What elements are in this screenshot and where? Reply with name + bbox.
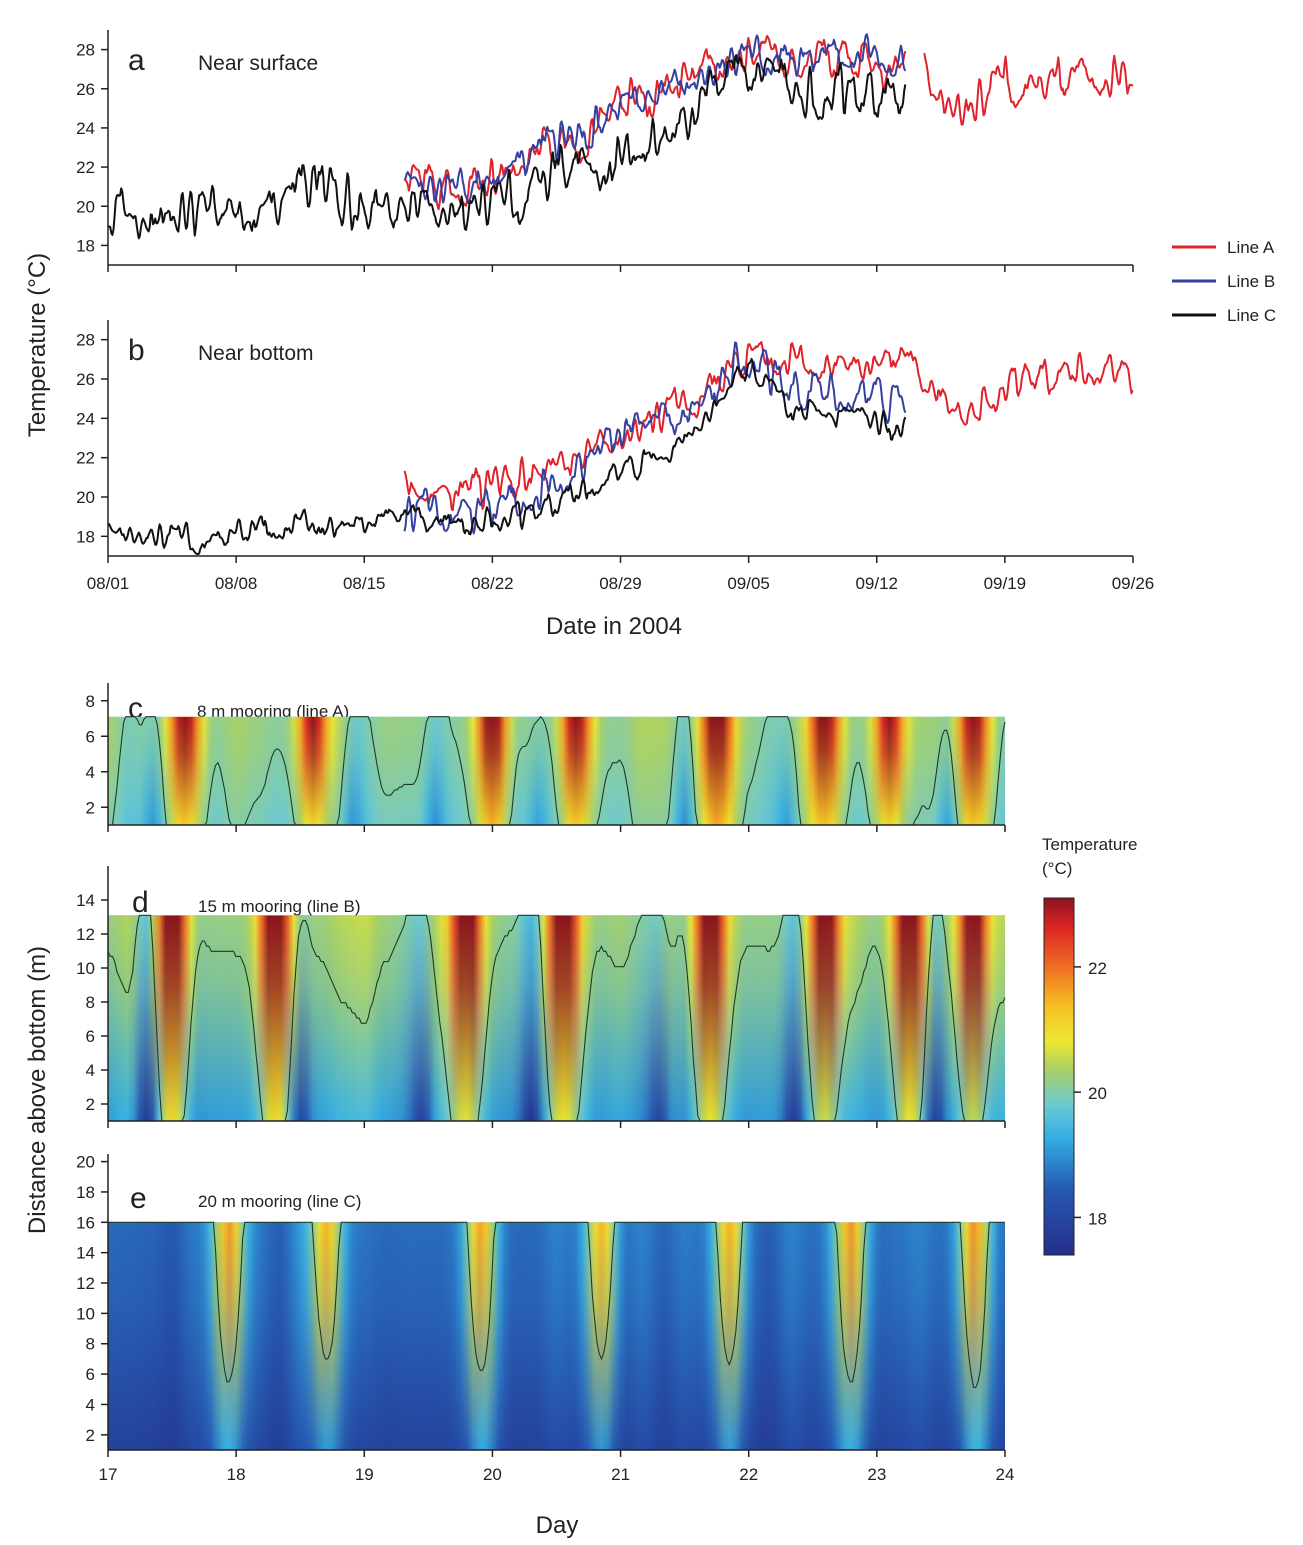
x-tick-label: 08/01 — [87, 574, 130, 593]
y-tick-label: 24 — [76, 119, 95, 138]
y-tick-label: 2 — [86, 1426, 95, 1445]
date-axis-label: Date in 2004 — [546, 613, 682, 640]
y-tick-label: 28 — [76, 331, 95, 350]
y-tick-label: 8 — [86, 1335, 95, 1354]
y-tick-label: 20 — [76, 197, 95, 216]
y-tick-label: 8 — [86, 993, 95, 1012]
heatmap-top-layer — [108, 915, 1005, 1121]
series-line-a-line — [403, 341, 1134, 512]
y-tick-label: 26 — [76, 80, 95, 99]
x-tick-label: 09/12 — [855, 574, 898, 593]
x-tick-label: 18 — [227, 1465, 246, 1484]
y-tick-label: 20 — [76, 1153, 95, 1172]
y-tick-label: 10 — [76, 1304, 95, 1323]
y-tick-label: 12 — [76, 1274, 95, 1293]
colorbar-tick-label: 22 — [1088, 959, 1107, 978]
panel-a-near-surface: a Near surface 18 20 22 24 26 28 — [76, 30, 1134, 272]
colorbar: Temperature (°C) 18 20 22 — [1042, 835, 1137, 1256]
x-tick-label: 19 — [355, 1465, 374, 1484]
x-tick-label: 09/19 — [984, 574, 1027, 593]
colorbar-tick-label: 20 — [1088, 1084, 1107, 1103]
panel-c-title: 8 m mooring (line A) — [197, 702, 349, 721]
legend-line-c-label: Line C — [1227, 306, 1276, 325]
x-tick-label: 08/15 — [343, 574, 386, 593]
contour-line-20c — [108, 715, 1006, 826]
y-tick-label: 8 — [86, 692, 95, 711]
series-line-c-line — [107, 54, 907, 240]
legend: Line A Line B Line C — [1172, 238, 1276, 325]
x-tick-label: 17 — [99, 1465, 118, 1484]
day-axis-label: Day — [536, 1512, 579, 1539]
colorbar-tick-label: 18 — [1088, 1209, 1107, 1228]
y-tick-label: 2 — [86, 798, 95, 817]
y-tick-label: 14 — [76, 891, 95, 910]
series-line-b-line — [403, 341, 907, 535]
contour-line-20c — [108, 1221, 1005, 1388]
y-tick-label: 2 — [86, 1095, 95, 1114]
y-tick-label: 6 — [86, 1027, 95, 1046]
panel-a-title: Near surface — [198, 52, 318, 75]
panel-d-title: 15 m mooring (line B) — [198, 897, 361, 916]
y-tick-label: 6 — [86, 1365, 95, 1384]
y-tick-label: 4 — [86, 763, 95, 782]
legend-line-a-label: Line A — [1227, 238, 1275, 257]
panel-e-title: 20 m mooring (line C) — [198, 1192, 361, 1211]
series-line-c-line — [107, 357, 907, 555]
y-tick-label: 28 — [76, 41, 95, 60]
panel-b-near-bottom: b Near bottom 18 20 22 24 26 28 08/01 08/08 08/1… — [76, 320, 1154, 593]
y-tick-label: 4 — [86, 1395, 95, 1414]
y-tick-label: 22 — [76, 158, 95, 177]
panel-b-title: Near bottom — [198, 342, 314, 365]
x-tick-label: 22 — [739, 1465, 758, 1484]
y-tick-label: 20 — [76, 488, 95, 507]
y-tick-label: 24 — [76, 409, 95, 428]
y-tick-label: 16 — [76, 1213, 95, 1232]
panel-e-20m-mooring: e 20 m mooring (line C) 2468101214161820… — [76, 1153, 1014, 1484]
panel-label-b: b — [128, 334, 145, 367]
y-tick-label: 4 — [86, 1061, 95, 1080]
x-tick-label: 08/08 — [215, 574, 258, 593]
x-tick-label: 21 — [611, 1465, 630, 1484]
x-tick-label: 08/22 — [471, 574, 514, 593]
y-tick-label: 18 — [76, 1183, 95, 1202]
colorbar-title-line1: Temperature — [1042, 835, 1137, 854]
x-tick-label: 08/29 — [599, 574, 642, 593]
y-tick-label: 18 — [76, 527, 95, 546]
y-tick-label: 14 — [76, 1244, 95, 1263]
legend-line-b-label: Line B — [1227, 272, 1275, 291]
colorbar-bar — [1043, 897, 1075, 1256]
y-tick-label: 6 — [86, 727, 95, 746]
x-tick-label: 09/05 — [727, 574, 770, 593]
panel-d-15m-mooring: d 15 m mooring (line B) 2 4 6 8 10 12 14 — [76, 866, 1006, 1128]
series-line-b-line — [403, 33, 907, 205]
y-tick-label: 26 — [76, 370, 95, 389]
y-tick-label: 22 — [76, 449, 95, 468]
y-tick-label: 10 — [76, 959, 95, 978]
x-tick-label: 20 — [483, 1465, 502, 1484]
panel-label-a: a — [128, 44, 145, 77]
y-tick-label: 12 — [76, 925, 95, 944]
temperature-axis-label: Temperature (°C) — [24, 253, 51, 437]
y-tick-label: 18 — [76, 236, 95, 255]
x-tick-label: 23 — [867, 1465, 886, 1484]
colorbar-title-line2: (°C) — [1042, 859, 1072, 878]
x-tick-label: 24 — [996, 1465, 1015, 1484]
x-tick-label: 09/26 — [1112, 574, 1155, 593]
panel-label-d: d — [132, 886, 149, 919]
series-line-a-line — [923, 52, 1134, 126]
heatmap-top-layer — [108, 1222, 1005, 1450]
distance-axis-label: Distance above bottom (m) — [24, 946, 51, 1234]
panel-label-e: e — [130, 1182, 147, 1215]
